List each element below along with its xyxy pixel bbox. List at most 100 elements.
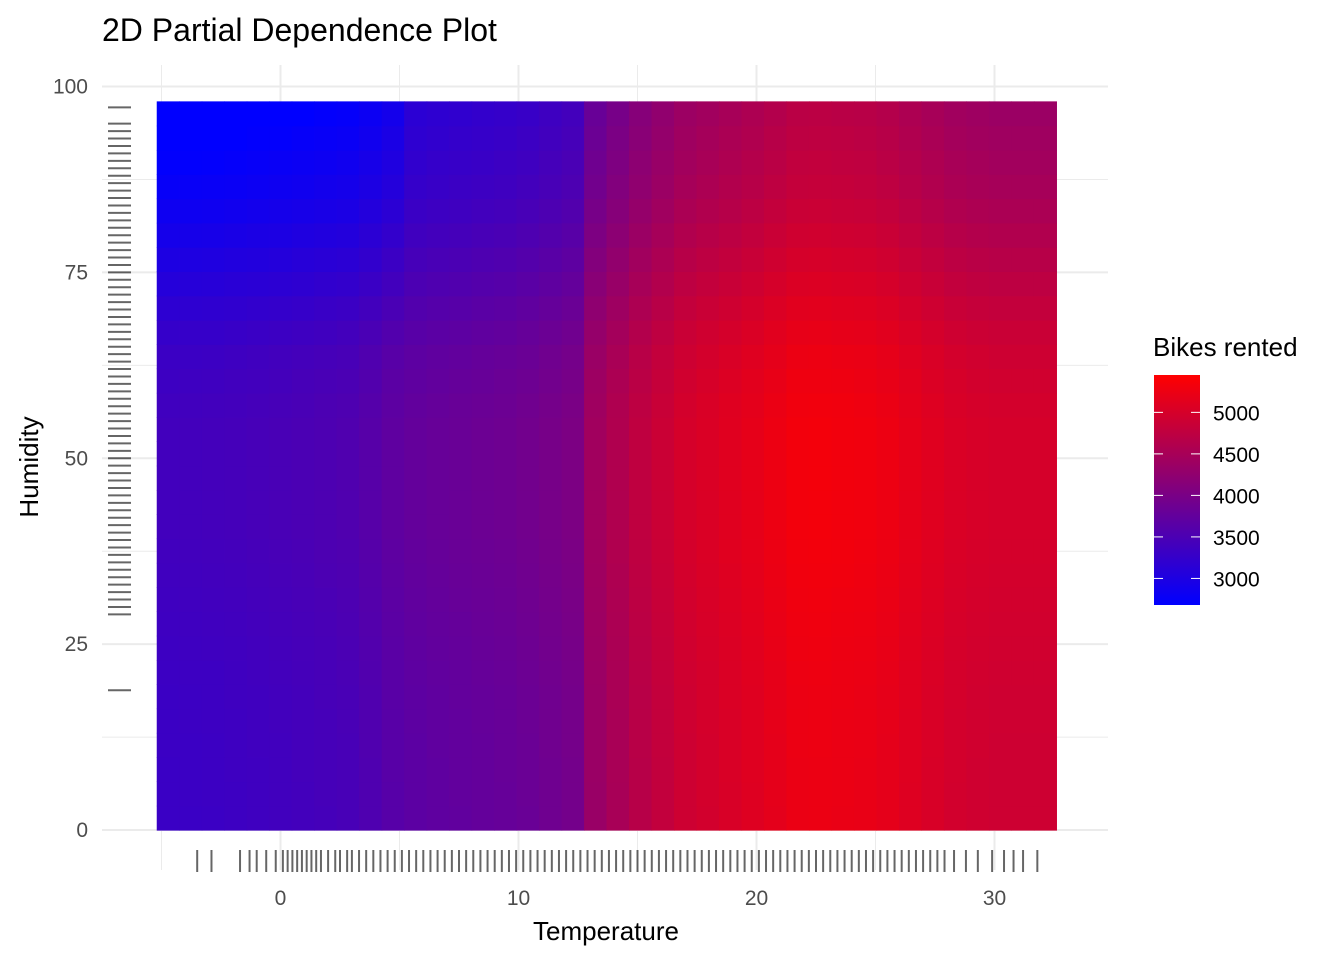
heatmap-tile <box>763 392 788 418</box>
heatmap-tile <box>156 319 180 345</box>
heatmap-tile <box>606 247 630 272</box>
heatmap-tile <box>808 149 833 175</box>
heatmap-tile <box>876 805 900 831</box>
heatmap-tile <box>246 295 270 321</box>
heatmap-tile <box>539 198 563 224</box>
heatmap-tile <box>404 805 428 831</box>
heatmap-tile <box>336 125 360 151</box>
heatmap-tile <box>696 562 720 588</box>
heatmap-tile <box>359 611 383 637</box>
heatmap-tile <box>696 174 720 200</box>
heatmap-tile <box>966 757 990 783</box>
heatmap-tile <box>921 587 945 613</box>
heatmap-tile <box>404 222 428 248</box>
heatmap-tile <box>381 805 405 831</box>
heatmap-tile <box>674 708 698 734</box>
heatmap-tile <box>516 392 540 418</box>
heatmap-tile <box>741 465 765 491</box>
heatmap-tile <box>516 125 540 151</box>
heatmap-tile <box>988 441 1012 467</box>
heatmap-tile <box>629 489 653 515</box>
heatmap-tile <box>606 174 630 200</box>
heatmap-tile <box>224 149 248 175</box>
heatmap-tiles <box>156 101 1057 831</box>
heatmap-tile <box>359 781 383 807</box>
heatmap-tile <box>561 805 585 831</box>
heatmap-tile <box>314 101 338 127</box>
heatmap-tile <box>336 101 360 127</box>
heatmap-tile <box>246 101 270 127</box>
heatmap-tile <box>156 295 180 321</box>
heatmap-tile <box>359 489 383 515</box>
heatmap-tile <box>719 344 743 370</box>
heatmap-tile <box>966 247 990 272</box>
y-tick-label: 75 <box>65 261 88 284</box>
heatmap-tile <box>224 489 248 515</box>
heatmap-tile <box>314 368 338 394</box>
heatmap-tile <box>853 562 878 588</box>
heatmap-tile <box>179 271 203 297</box>
heatmap-tile <box>246 635 270 661</box>
heatmap-tile <box>876 757 900 783</box>
heatmap-tile <box>156 514 180 540</box>
heatmap-tile <box>674 781 698 807</box>
heatmap-tile <box>719 514 743 540</box>
heatmap-tile <box>988 514 1012 540</box>
heatmap-tile <box>426 781 450 807</box>
heatmap-tile <box>921 125 945 151</box>
heatmap-tile <box>584 489 608 515</box>
heatmap-tile <box>898 392 923 418</box>
heatmap-tile <box>516 562 540 588</box>
heatmap-tile <box>561 222 585 248</box>
heatmap-tile <box>606 562 630 588</box>
heatmap-tile <box>471 125 495 151</box>
heatmap-tile <box>651 101 675 127</box>
heatmap-tile <box>449 222 473 248</box>
heatmap-tile <box>1033 587 1057 613</box>
x-axis-ticks: 0 10 20 30 <box>275 887 1007 910</box>
heatmap-tile <box>786 611 810 637</box>
heatmap-tile <box>291 344 315 370</box>
temperature-rug <box>196 850 1039 872</box>
heatmap-tile <box>516 684 540 710</box>
heatmap-tile <box>584 149 608 175</box>
heatmap-tile <box>156 587 180 613</box>
heatmap-tile <box>291 757 315 783</box>
heatmap-tile <box>269 417 293 442</box>
heatmap-tile <box>426 319 450 345</box>
heatmap-tile <box>741 319 765 345</box>
heatmap-tile <box>629 101 653 127</box>
heatmap-tile <box>336 368 360 394</box>
heatmap-tile <box>224 222 248 248</box>
heatmap-tile <box>291 805 315 831</box>
heatmap-tile <box>449 732 473 758</box>
heatmap-tile <box>1011 222 1035 248</box>
heatmap-tile <box>831 247 855 272</box>
heatmap-tile <box>516 319 540 345</box>
heatmap-tile <box>516 514 540 540</box>
heatmap-tile <box>786 781 810 807</box>
heatmap-tile <box>966 295 990 321</box>
heatmap-tile <box>808 392 833 418</box>
heatmap-tile <box>426 101 450 127</box>
heatmap-tile <box>719 125 743 151</box>
y-axis-title: Humidity <box>14 416 44 517</box>
heatmap-tile <box>269 271 293 297</box>
heatmap-tile <box>808 659 833 685</box>
heatmap-tile <box>629 514 653 540</box>
heatmap-tile <box>853 319 878 345</box>
heatmap-tile <box>898 465 923 491</box>
heatmap-tile <box>314 611 338 637</box>
heatmap-tile <box>1011 368 1035 394</box>
heatmap-tile <box>201 562 225 588</box>
heatmap-tile <box>471 587 495 613</box>
heatmap-tile <box>966 222 990 248</box>
heatmap-tile <box>269 514 293 540</box>
legend-ticks: 3000 3500 4000 4500 5000 <box>1154 402 1260 591</box>
heatmap-tile <box>876 319 900 345</box>
heatmap-tile <box>179 417 203 442</box>
heatmap-tile <box>426 805 450 831</box>
heatmap-tile <box>921 732 945 758</box>
heatmap-tile <box>696 319 720 345</box>
heatmap-tile <box>449 465 473 491</box>
